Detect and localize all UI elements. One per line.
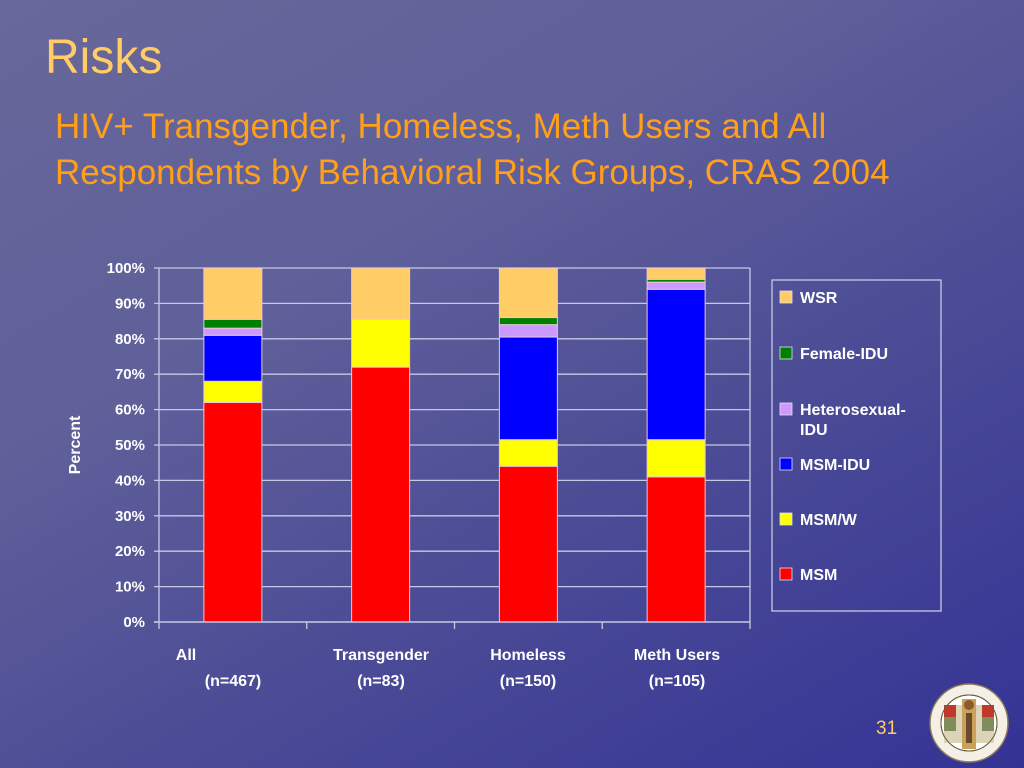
- y-tick-label: 90%: [115, 295, 145, 312]
- bar-segment-msm-w: [498, 439, 558, 467]
- y-tick-label: 70%: [115, 366, 145, 383]
- bar-segment-wsr: [203, 267, 263, 320]
- bar-segment-female-idu: [203, 318, 263, 329]
- y-tick-label: 40%: [115, 472, 145, 489]
- legend-swatch: [779, 567, 793, 581]
- bars: [203, 267, 706, 623]
- bar-segment-msm: [498, 465, 558, 623]
- bar-segment-msm-idu: [203, 334, 263, 382]
- legend-item: Female-IDU: [779, 346, 888, 363]
- x-category-n-label: (n=150): [500, 673, 556, 690]
- slide-title: Risks: [45, 31, 163, 84]
- x-category-n-label: (n=105): [649, 673, 705, 690]
- y-axis-title: Percent: [67, 415, 84, 474]
- chart-subtitle: HIV+ Transgender, Homeless, Meth Users a…: [55, 104, 1015, 196]
- y-tick-label: 20%: [115, 543, 145, 560]
- legend-label: Heterosexual-: [800, 402, 906, 419]
- x-category-label: Homeless: [490, 647, 566, 664]
- legend-label: MSM/W: [800, 512, 858, 529]
- legend-item: MSM/W: [779, 512, 858, 529]
- bar-segment-msm-idu: [646, 288, 706, 441]
- x-category-label: Transgender: [333, 647, 429, 664]
- legend-label: IDU: [800, 422, 828, 439]
- legend-swatch: [779, 457, 793, 471]
- legend-item: Heterosexual- IDU: [779, 402, 906, 439]
- legend-label: Female-IDU: [800, 346, 888, 363]
- legend-swatch: [779, 346, 793, 360]
- legend-label: MSM: [800, 567, 837, 584]
- bar-segment-msm: [646, 476, 706, 623]
- legend-label: WSR: [800, 290, 838, 307]
- legend-swatch: [779, 512, 793, 526]
- bar-segment-heterosexual-idu: [498, 324, 558, 338]
- page-number: 31: [876, 718, 898, 739]
- legend-swatch: [779, 290, 793, 304]
- axes: 0% 10% 20% 30% 40% 50% 60% 70% 80% 90% 100% All (n=4…: [107, 260, 751, 690]
- subtitle-line-2: Respondents by Behavioral Risk Groups, C…: [55, 153, 890, 192]
- bar-segment-msm: [351, 366, 411, 623]
- x-category-n-label: (n=467): [205, 673, 261, 690]
- legend: WSR Female-IDU Heterosexual- IDU MSM-IDU MSM/…: [771, 279, 942, 612]
- subtitle-line-1: HIV+ Transgender, Homeless, Meth Users a…: [55, 107, 827, 146]
- bar-segment-wsr: [646, 267, 706, 280]
- x-category-label: Meth Users: [634, 647, 720, 664]
- x-category-n-label: (n=83): [357, 673, 405, 690]
- y-tick-label: 10%: [115, 579, 145, 596]
- bar-segment-female-idu: [498, 317, 558, 326]
- legend-item: MSM-IDU: [779, 457, 870, 474]
- y-tick-label: 60%: [115, 402, 145, 419]
- legend-label: MSM-IDU: [800, 457, 870, 474]
- bar-segment-wsr: [351, 267, 411, 320]
- legend-box: [771, 279, 942, 612]
- bar-segment-msm-w: [351, 318, 411, 368]
- y-tick-label: 0%: [123, 614, 145, 631]
- bar-segment-heterosexual-idu: [646, 281, 706, 290]
- y-tick-label: 30%: [115, 508, 145, 525]
- y-tick-label: 80%: [115, 331, 145, 348]
- bar-segment-msm: [203, 402, 263, 623]
- legend-swatch: [779, 402, 793, 416]
- county-seal-icon: [929, 683, 1009, 763]
- bar-segment-msm-w: [646, 439, 706, 478]
- y-tick-label: 50%: [115, 437, 145, 454]
- bar-segment-wsr: [498, 267, 558, 319]
- bar-segment-msm-idu: [498, 336, 558, 441]
- bar-segment-msm-w: [203, 380, 263, 404]
- y-tick-label: 100%: [107, 260, 145, 277]
- bar-segment-heterosexual-idu: [203, 327, 263, 336]
- x-category-label: All: [176, 647, 196, 664]
- legend-item: MSM: [779, 567, 837, 584]
- legend-item: WSR: [779, 290, 838, 307]
